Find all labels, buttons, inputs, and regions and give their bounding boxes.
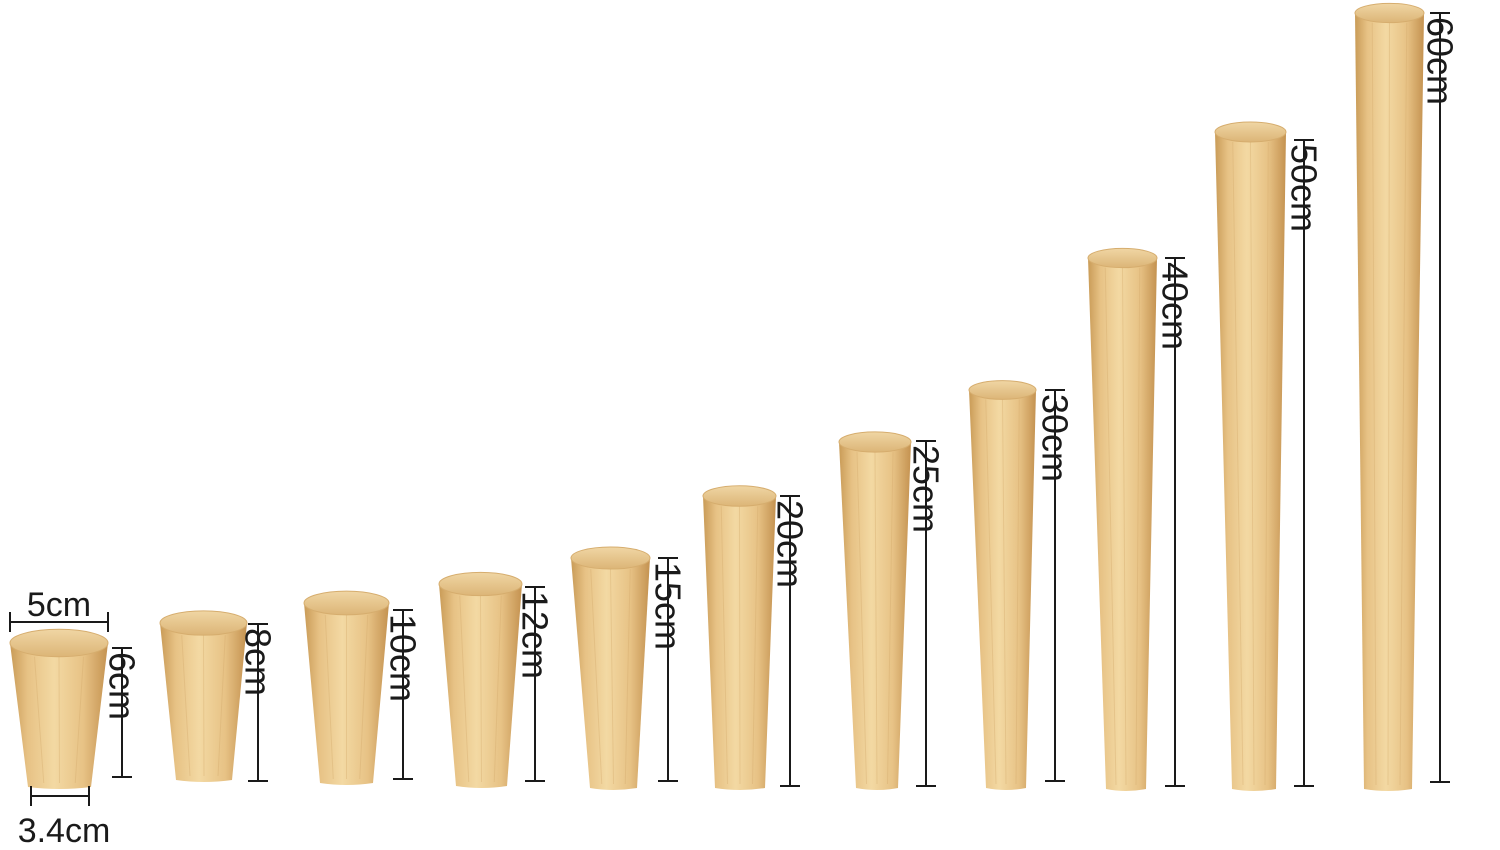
leg-body: [439, 584, 522, 788]
height-dimension-4: 12cm: [515, 586, 556, 782]
height-label: 30cm: [1035, 394, 1076, 482]
leg-body: [839, 442, 911, 790]
wooden-leg-10: [1214, 121, 1287, 791]
leg-top-face: [159, 610, 248, 636]
leg-top-face: [438, 571, 523, 597]
leg-top-face: [1214, 121, 1287, 143]
height-dimension-7: 25cm: [906, 440, 947, 787]
leg-top-face: [303, 590, 390, 616]
leg-body: [703, 496, 776, 790]
height-label: 20cm: [770, 500, 811, 588]
leg-body: [1355, 13, 1424, 791]
height-label: 60cm: [1420, 17, 1461, 105]
leg-body: [10, 643, 108, 789]
bottom-width-dimension: 3.4cm: [18, 786, 111, 850]
leg-body: [1088, 258, 1157, 791]
height-dimension-8: 30cm: [1035, 389, 1076, 782]
height-label: 6cm: [102, 652, 143, 720]
height-label: 25cm: [906, 445, 947, 533]
wooden-leg-1: [9, 628, 109, 789]
wooden-leg-5: [570, 546, 651, 790]
leg-body: [160, 623, 247, 782]
height-dimension-11: 60cm: [1420, 12, 1461, 783]
height-label: 8cm: [238, 628, 279, 696]
wooden-leg-7: [838, 431, 912, 790]
leg-top-face: [1354, 2, 1425, 24]
top-width-label: 5cm: [27, 586, 91, 624]
height-dimension-2: 8cm: [238, 623, 279, 782]
height-label: 10cm: [383, 614, 424, 702]
height-label: 15cm: [648, 562, 689, 650]
leg-top-face: [702, 485, 777, 507]
leg-top-face: [838, 431, 912, 453]
leg-body: [1215, 132, 1286, 791]
bottom-width-label: 3.4cm: [18, 812, 111, 850]
wooden-leg-9: [1087, 247, 1158, 791]
wooden-leg-2: [159, 610, 248, 782]
height-label: 50cm: [1284, 144, 1325, 232]
wooden-leg-3: [303, 590, 390, 785]
leg-body: [304, 603, 389, 785]
height-dimension-5: 15cm: [648, 557, 689, 782]
height-label: 40cm: [1155, 262, 1196, 350]
top-width-dimension: 5cm: [9, 586, 109, 632]
wooden-leg-4: [438, 571, 523, 788]
wooden-leg-6: [702, 485, 777, 790]
height-dimension-3: 10cm: [383, 609, 424, 780]
leg-top-face: [9, 628, 109, 658]
wooden-leg-11: [1354, 2, 1425, 791]
leg-top-face: [968, 380, 1037, 400]
height-dimension-10: 50cm: [1284, 139, 1325, 787]
leg-body: [969, 390, 1036, 790]
height-dimension-6: 20cm: [770, 495, 811, 787]
leg-body: [571, 558, 650, 790]
height-dimension-9: 40cm: [1155, 257, 1196, 787]
height-dimension-1: 6cm: [102, 647, 143, 778]
leg-top-face: [1087, 247, 1158, 269]
wooden-leg-8: [968, 380, 1037, 790]
leg-top-face: [570, 546, 651, 570]
height-label: 12cm: [515, 591, 556, 679]
